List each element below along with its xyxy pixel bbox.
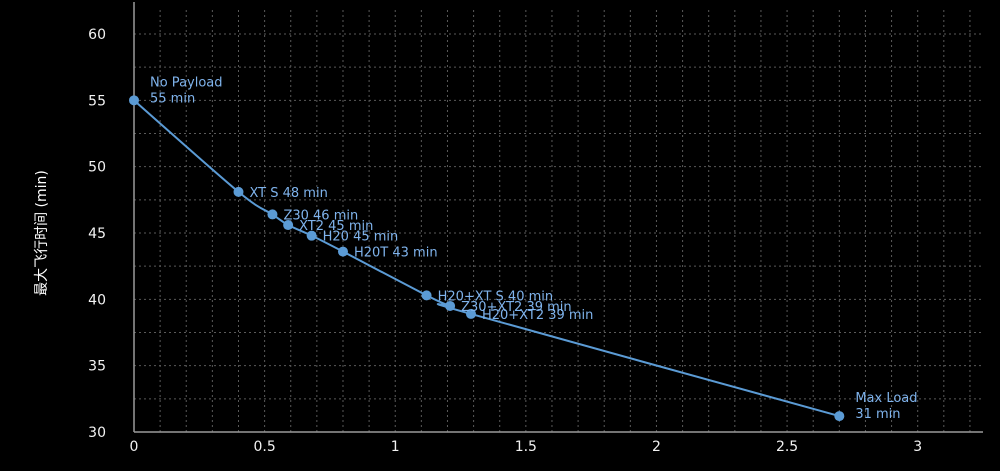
data-label: XT S 48 min	[249, 186, 327, 201]
data-points	[129, 95, 845, 422]
x-tick-label: 2	[652, 439, 661, 455]
x-tick-label: 2.5	[776, 439, 798, 455]
y-tick-label: 45	[88, 226, 106, 242]
y-tick-label: 40	[88, 292, 106, 308]
data-point	[233, 186, 244, 197]
data-label: Max Load 31 min	[855, 391, 917, 422]
y-tick-label: 35	[88, 359, 106, 375]
y-tick-label: 50	[88, 160, 106, 176]
data-label: H20+XT S 40 min	[438, 289, 554, 304]
x-tick-label: 0.5	[253, 439, 275, 455]
data-label: Z30+XT2 39 min	[461, 300, 572, 315]
data-point	[283, 220, 294, 231]
grid	[134, 10, 983, 433]
data-label: XT2 45 min	[299, 219, 373, 234]
data-label: H20T 43 min	[354, 246, 438, 261]
data-label: Z30 46 min	[283, 208, 358, 223]
data-label: H20+XT2 39 min	[482, 308, 593, 323]
y-tick-label: 30	[88, 425, 106, 441]
x-tick-label: 3	[913, 439, 922, 455]
flight-time-curve	[133, 99, 840, 418]
data-point	[421, 290, 432, 301]
data-label: No Payload 55 min	[150, 75, 223, 106]
data-point	[306, 230, 317, 241]
x-tick-label: 1.5	[515, 439, 537, 455]
x-tick-label: 1	[391, 439, 400, 455]
y-axis-title: 最大飞行时间 (min)	[34, 170, 50, 296]
x-tick-label: 0	[130, 439, 139, 455]
axes	[133, 2, 983, 433]
data-point	[267, 209, 278, 220]
y-tick-label: 60	[88, 27, 106, 43]
point-labels: No Payload 55 min XT S 48 min Z30 46 minXT2…	[150, 75, 918, 422]
data-point	[129, 95, 139, 106]
data-point	[834, 411, 845, 422]
data-label: H20 45 min	[323, 230, 399, 245]
data-point	[337, 246, 348, 257]
data-point	[445, 300, 456, 311]
tick-labels: 0 0.5 1 1.5 2 2.5 3 30 35 40 45 50 55 60	[88, 27, 922, 455]
y-tick-label: 55	[88, 93, 106, 109]
data-point	[465, 308, 476, 319]
